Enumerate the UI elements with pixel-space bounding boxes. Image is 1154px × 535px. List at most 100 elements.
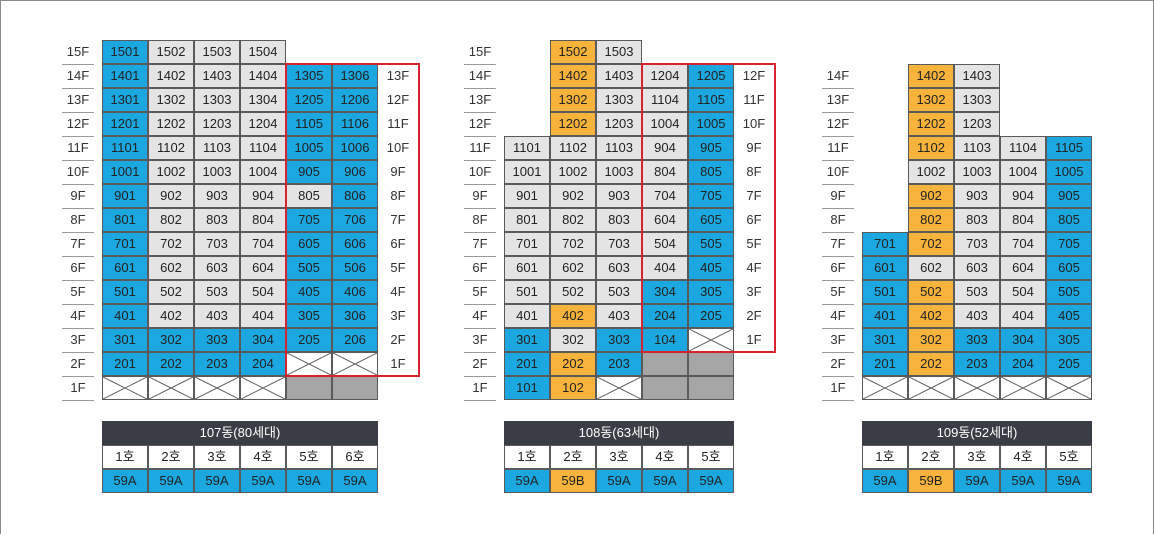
unit-cell[interactable]: 602 — [908, 256, 954, 280]
unit-cell[interactable]: 202 — [550, 352, 596, 376]
unit-cell[interactable]: 1202 — [550, 112, 596, 136]
unit-cell[interactable]: 501 — [504, 280, 550, 304]
unit-cell[interactable]: 701 — [862, 232, 908, 256]
unit-cell[interactable]: 304 — [1000, 328, 1046, 352]
unit-cell[interactable]: 1006 — [332, 136, 378, 160]
unit-cell[interactable]: 504 — [642, 232, 688, 256]
unit-cell[interactable]: 704 — [1000, 232, 1046, 256]
unit-cell[interactable]: 302 — [148, 328, 194, 352]
unit-cell[interactable]: 502 — [908, 280, 954, 304]
unit-cell[interactable]: 403 — [596, 304, 642, 328]
unit-cell[interactable]: 602 — [148, 256, 194, 280]
unit-cell[interactable]: 903 — [194, 184, 240, 208]
unit-cell[interactable]: 1001 — [102, 160, 148, 184]
unit-cell[interactable]: 401 — [102, 304, 148, 328]
unit-cell[interactable]: 1103 — [954, 136, 1000, 160]
unit-cell[interactable]: 703 — [194, 232, 240, 256]
unit-cell[interactable]: 905 — [1046, 184, 1092, 208]
unit-cell[interactable]: 1005 — [688, 112, 734, 136]
unit-cell[interactable]: 503 — [194, 280, 240, 304]
unit-cell[interactable]: 401 — [504, 304, 550, 328]
unit-cell[interactable]: 804 — [240, 208, 286, 232]
unit-cell[interactable]: 1502 — [550, 40, 596, 64]
unit-cell[interactable]: 605 — [688, 208, 734, 232]
unit-cell[interactable]: 206 — [332, 328, 378, 352]
unit-cell[interactable]: 1402 — [148, 64, 194, 88]
unit-cell[interactable]: 201 — [862, 352, 908, 376]
unit-cell[interactable]: 703 — [596, 232, 642, 256]
unit-cell[interactable]: 505 — [688, 232, 734, 256]
unit-cell[interactable]: 1402 — [550, 64, 596, 88]
unit-cell[interactable]: 202 — [148, 352, 194, 376]
unit-cell[interactable]: 605 — [286, 232, 332, 256]
unit-cell[interactable]: 405 — [688, 256, 734, 280]
unit-cell[interactable]: 201 — [504, 352, 550, 376]
unit-cell[interactable]: 201 — [102, 352, 148, 376]
unit-cell[interactable]: 1005 — [286, 136, 332, 160]
unit-cell[interactable]: 804 — [642, 160, 688, 184]
unit-cell[interactable]: 704 — [240, 232, 286, 256]
unit-cell[interactable]: 902 — [148, 184, 194, 208]
unit-cell[interactable]: 602 — [550, 256, 596, 280]
unit-cell[interactable]: 1003 — [954, 160, 1000, 184]
unit-cell[interactable]: 1201 — [102, 112, 148, 136]
unit-cell[interactable]: 1503 — [596, 40, 642, 64]
unit-cell[interactable]: 202 — [908, 352, 954, 376]
unit-cell[interactable]: 1002 — [908, 160, 954, 184]
unit-cell[interactable]: 204 — [1000, 352, 1046, 376]
unit-cell[interactable]: 805 — [286, 184, 332, 208]
unit-cell[interactable]: 1503 — [194, 40, 240, 64]
unit-cell[interactable]: 901 — [102, 184, 148, 208]
unit-cell[interactable]: 902 — [908, 184, 954, 208]
unit-cell[interactable]: 506 — [332, 256, 378, 280]
unit-cell[interactable]: 501 — [102, 280, 148, 304]
unit-cell[interactable]: 805 — [688, 160, 734, 184]
unit-cell[interactable]: 702 — [148, 232, 194, 256]
unit-cell[interactable]: 301 — [504, 328, 550, 352]
unit-cell[interactable]: 1402 — [908, 64, 954, 88]
unit-cell[interactable]: 303 — [194, 328, 240, 352]
unit-cell[interactable]: 606 — [332, 232, 378, 256]
unit-cell[interactable]: 205 — [1046, 352, 1092, 376]
unit-cell[interactable]: 1302 — [550, 88, 596, 112]
unit-cell[interactable]: 102 — [550, 376, 596, 400]
unit-cell[interactable]: 904 — [240, 184, 286, 208]
unit-cell[interactable]: 905 — [688, 136, 734, 160]
unit-cell[interactable]: 1302 — [148, 88, 194, 112]
unit-cell[interactable]: 802 — [148, 208, 194, 232]
unit-cell[interactable]: 901 — [504, 184, 550, 208]
unit-cell[interactable]: 104 — [642, 328, 688, 352]
unit-cell[interactable]: 203 — [596, 352, 642, 376]
unit-cell[interactable]: 1305 — [286, 64, 332, 88]
unit-cell[interactable]: 604 — [240, 256, 286, 280]
unit-cell[interactable]: 501 — [862, 280, 908, 304]
unit-cell[interactable]: 906 — [332, 160, 378, 184]
unit-cell[interactable]: 302 — [550, 328, 596, 352]
unit-cell[interactable]: 902 — [550, 184, 596, 208]
unit-cell[interactable]: 1002 — [550, 160, 596, 184]
unit-cell[interactable]: 1005 — [1046, 160, 1092, 184]
unit-cell[interactable]: 1103 — [596, 136, 642, 160]
unit-cell[interactable]: 1204 — [240, 112, 286, 136]
unit-cell[interactable]: 101 — [504, 376, 550, 400]
unit-cell[interactable]: 403 — [954, 304, 1000, 328]
unit-cell[interactable]: 801 — [102, 208, 148, 232]
unit-cell[interactable]: 1301 — [102, 88, 148, 112]
unit-cell[interactable]: 1202 — [908, 112, 954, 136]
unit-cell[interactable]: 1204 — [642, 64, 688, 88]
unit-cell[interactable]: 1304 — [240, 88, 286, 112]
unit-cell[interactable]: 705 — [1046, 232, 1092, 256]
unit-cell[interactable]: 505 — [286, 256, 332, 280]
unit-cell[interactable]: 603 — [194, 256, 240, 280]
unit-cell[interactable]: 1101 — [102, 136, 148, 160]
unit-cell[interactable]: 803 — [194, 208, 240, 232]
unit-cell[interactable]: 1004 — [642, 112, 688, 136]
unit-cell[interactable]: 404 — [642, 256, 688, 280]
unit-cell[interactable]: 305 — [1046, 328, 1092, 352]
unit-cell[interactable]: 301 — [862, 328, 908, 352]
unit-cell[interactable]: 702 — [550, 232, 596, 256]
unit-cell[interactable]: 1105 — [688, 88, 734, 112]
unit-cell[interactable]: 402 — [148, 304, 194, 328]
unit-cell[interactable]: 1403 — [954, 64, 1000, 88]
unit-cell[interactable]: 503 — [954, 280, 1000, 304]
